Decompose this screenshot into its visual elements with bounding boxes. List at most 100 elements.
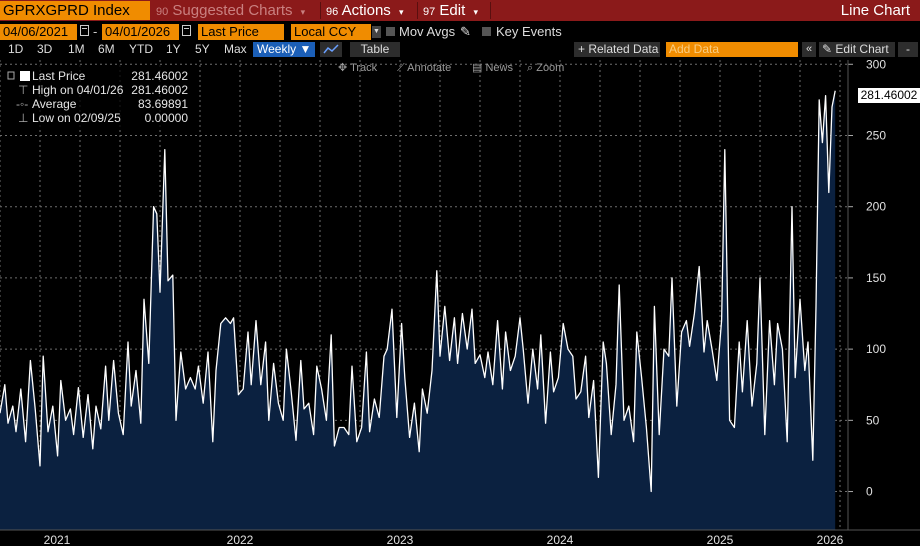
y-tick-label: 0 — [866, 485, 873, 499]
calendar-icon[interactable] — [80, 25, 89, 36]
x-tick-label: 2023 — [387, 533, 414, 546]
mov-avgs-label[interactable]: Mov Avgs — [399, 24, 456, 39]
y-tick-label: 150 — [866, 271, 886, 285]
x-axis: 2021 2022 2023 2024 2025 2026 — [0, 529, 920, 546]
y-tick-label: 300 — [866, 60, 886, 71]
edit-menu[interactable]: 97 Edit ▾ — [423, 1, 478, 20]
line-chart-toggle[interactable] — [320, 42, 342, 57]
edit-chart-label: Edit Chart — [835, 42, 889, 56]
legend-label: Last Price — [32, 69, 86, 83]
date-separator: - — [93, 24, 98, 39]
legend-value: 83.69891 — [137, 97, 188, 111]
edit-label: Edit — [439, 2, 466, 19]
settings-bar: 04/06/2021 - 04/01/2026 Last Price Local… — [0, 23, 920, 41]
suggested-charts-number: 90 — [156, 6, 169, 18]
period-toolbar: 1D 3D 1M 6M YTD 1Y 5Y Max Weekly ▼ Table… — [0, 41, 920, 58]
legend-label: High on 04/01/26 — [32, 83, 124, 97]
chart-legend: Last Price 281.46002 ⊤ High on 04/01/26 … — [5, 65, 192, 129]
period-1d[interactable]: 1D — [8, 42, 24, 56]
legend-label: Average — [32, 97, 77, 111]
y-tick-label: 50 — [866, 413, 880, 427]
x-tick-label: 2025 — [707, 533, 734, 546]
period-3d[interactable]: 3D — [37, 42, 53, 56]
news-label: News — [485, 62, 513, 74]
plus-icon: + — [578, 42, 589, 56]
key-events-label[interactable]: Key Events — [496, 24, 562, 39]
period-1y[interactable]: 1Y — [166, 42, 181, 56]
key-events-checkbox[interactable] — [482, 27, 491, 36]
average-marker-icon: -◦- — [16, 97, 29, 111]
collapse-box-icon — [7, 71, 15, 80]
chevron-down-icon[interactable]: ▼ — [372, 26, 381, 38]
low-marker-icon: ⊥ — [18, 111, 29, 125]
area-fill — [0, 90, 836, 530]
legend-label: Low on 02/09/25 — [32, 111, 121, 125]
x-tick-label: 2024 — [547, 533, 574, 546]
zoom-tool[interactable]: ⌕ Zoom — [527, 61, 564, 75]
pencil-icon[interactable]: ✎ — [460, 24, 471, 39]
x-tick-label: 2021 — [44, 533, 71, 546]
calendar-icon[interactable] — [182, 25, 191, 36]
related-data-button[interactable]: + Related Data — [574, 42, 660, 57]
menu-divider — [490, 2, 491, 19]
high-marker-icon: ⊤ — [18, 83, 29, 97]
period-1m[interactable]: 1M — [68, 42, 85, 56]
pencil-icon: ✎ — [822, 42, 836, 56]
legend-row-average: -◦- Average 83.69891 — [5, 97, 192, 111]
add-data-input[interactable] — [666, 42, 798, 57]
period-6m[interactable]: 6M — [98, 42, 115, 56]
collapse-icon[interactable]: « — [802, 42, 816, 57]
period-ytd[interactable]: YTD — [129, 42, 153, 56]
legend-value: 0.00000 — [144, 111, 188, 125]
magnifier-icon: ⌕ — [527, 62, 537, 74]
legend-value: 281.46002 — [131, 83, 188, 97]
annotate-label: Annotate — [407, 62, 452, 74]
y-axis: 0 50 100 150 200 250 300 — [847, 60, 886, 530]
y-tick-label: 200 — [866, 200, 886, 214]
swatch-icon — [20, 71, 30, 81]
chevron-down-icon: ▾ — [473, 7, 478, 17]
currency-select[interactable]: Local CCY — [291, 24, 371, 40]
actions-number: 96 — [326, 6, 339, 18]
page-title: Line Chart — [840, 2, 910, 19]
end-date-field[interactable]: 04/01/2026 — [102, 24, 179, 40]
news-tool[interactable]: ▤ News — [472, 61, 513, 75]
frequency-label: Weekly — [257, 42, 297, 56]
chevron-down-icon: ▾ — [300, 7, 306, 17]
track-tool[interactable]: ✥ Track — [338, 61, 377, 75]
x-tick-label: 2022 — [227, 533, 254, 546]
legend-row-low: ⊥ Low on 02/09/25 0.00000 — [5, 111, 192, 125]
y-tick-label: 250 — [866, 128, 886, 142]
chevron-down-icon: ▾ — [398, 7, 404, 17]
suggested-charts-menu[interactable]: 90 Suggested Charts ▾ — [156, 1, 305, 20]
mov-avgs-checkbox[interactable] — [386, 27, 395, 36]
chevron-down-icon: ▼ — [299, 42, 312, 56]
legend-row-high: ⊤ High on 04/01/26 281.46002 — [5, 83, 192, 97]
actions-label: Actions — [341, 2, 391, 19]
edit-number: 97 — [423, 6, 436, 18]
price-field-select[interactable]: Last Price — [198, 24, 284, 40]
period-max[interactable]: Max — [224, 42, 247, 56]
news-icon: ▤ — [472, 62, 486, 74]
legend-row-last-price[interactable]: Last Price 281.46002 — [5, 69, 192, 83]
actions-menu[interactable]: 96 Actions ▾ — [326, 1, 404, 20]
legend-icons — [7, 71, 30, 81]
x-tick-label: 2026 — [817, 533, 844, 546]
frequency-dropdown[interactable]: Weekly ▼ — [253, 42, 315, 57]
y-tick-label: 100 — [866, 342, 886, 356]
legend-value: 281.46002 — [131, 69, 188, 83]
line-chart-icon — [323, 44, 339, 54]
table-toggle[interactable]: Table — [350, 42, 400, 57]
menu-divider — [320, 2, 321, 19]
start-date-field[interactable]: 04/06/2021 — [0, 24, 77, 40]
related-data-label: Related Data — [588, 42, 659, 56]
annotate-tool[interactable]: ⟋ Annotate — [397, 61, 451, 75]
zoom-out-button[interactable]: - — [898, 42, 918, 57]
price-line — [0, 90, 836, 493]
period-5y[interactable]: 5Y — [195, 42, 210, 56]
crosshair-icon: ✥ — [338, 62, 351, 74]
ticker-field[interactable]: GPRXGPRD Index — [0, 1, 150, 20]
suggested-charts-label: Suggested Charts — [172, 2, 293, 19]
edit-chart-button[interactable]: ✎ Edit Chart — [819, 42, 895, 57]
